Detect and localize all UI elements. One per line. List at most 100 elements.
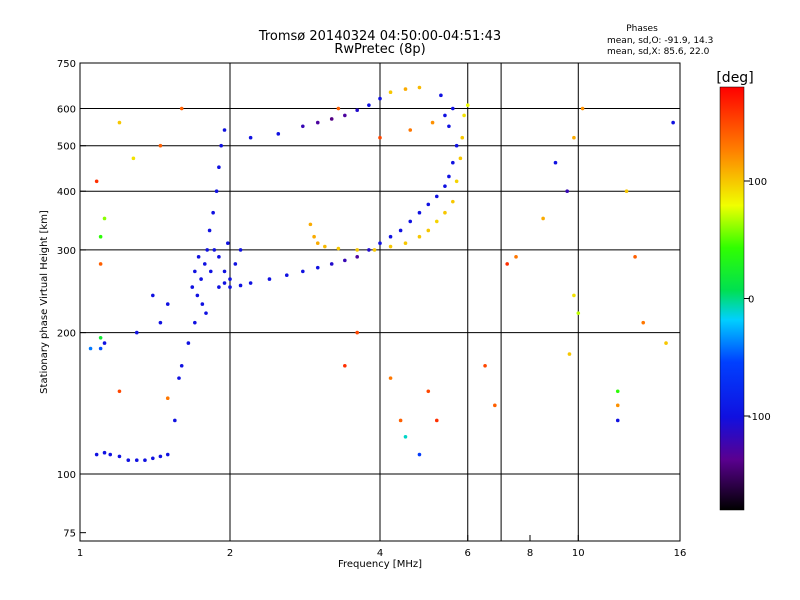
chart-title: Tromsø 20140324 04:50:00-04:51:43 <box>258 29 501 44</box>
data-point <box>664 341 668 345</box>
chart-subtitle: RwPretec (8p) <box>334 42 425 57</box>
data-point <box>102 216 107 221</box>
data-point <box>483 363 487 368</box>
data-point <box>315 120 320 125</box>
grid-layer <box>80 63 680 541</box>
data-point <box>408 219 413 224</box>
data-point <box>493 403 497 408</box>
y-axis-label: Stationary phase Virtual Height [km] <box>39 210 50 394</box>
x-tick-label: 2 <box>227 548 233 559</box>
data-point <box>465 103 470 107</box>
y-tick-label: 600 <box>57 105 76 116</box>
data-point <box>443 184 447 188</box>
data-point <box>131 156 136 161</box>
y-tick-label: 500 <box>57 142 76 153</box>
data-point <box>641 320 646 325</box>
data-point <box>417 210 422 215</box>
data-point <box>624 189 629 194</box>
data-point <box>151 293 155 298</box>
data-point <box>308 222 313 227</box>
data-point <box>222 128 227 132</box>
data-point <box>403 87 408 91</box>
data-point <box>134 330 139 335</box>
data-point <box>214 189 219 194</box>
data-point <box>222 269 227 274</box>
data-point <box>514 255 518 259</box>
data-point <box>553 160 558 165</box>
data-point <box>434 219 439 224</box>
data-point <box>443 210 447 215</box>
data-point <box>426 389 431 394</box>
data-point <box>615 418 620 423</box>
data-point <box>228 277 232 281</box>
data-point <box>200 302 205 306</box>
data-point <box>226 241 230 246</box>
data-point <box>102 341 107 345</box>
data-point <box>212 248 217 252</box>
data-point <box>108 452 113 457</box>
colorbar-tick-label: 0 <box>748 295 754 306</box>
x-tick-label: 4 <box>377 548 383 559</box>
data-point <box>505 262 509 266</box>
data-point <box>248 281 253 285</box>
data-point <box>238 248 243 252</box>
data-point <box>222 281 227 285</box>
data-point <box>372 248 377 252</box>
y-tick-label: 400 <box>57 187 76 198</box>
data-point <box>460 135 465 140</box>
colorbar-tick-label: -100 <box>748 412 771 423</box>
data-point <box>98 262 103 266</box>
data-point <box>193 320 197 325</box>
data-point <box>671 120 675 125</box>
y-tick-label: 200 <box>57 329 76 340</box>
data-point <box>439 93 443 98</box>
data-point <box>196 255 201 259</box>
data-point <box>134 458 139 462</box>
data-point <box>572 135 576 140</box>
data-point <box>202 262 207 266</box>
colorbar <box>719 86 745 511</box>
data-point <box>207 228 212 233</box>
data-point <box>398 418 403 423</box>
data-point <box>117 120 122 125</box>
data-point <box>576 311 581 315</box>
data-point <box>403 435 408 439</box>
data-point <box>388 244 393 249</box>
data-point <box>217 255 221 259</box>
data-point <box>219 143 223 148</box>
y-tick-label: 100 <box>57 470 76 481</box>
data-point <box>190 285 195 289</box>
data-point <box>315 241 320 246</box>
data-point <box>179 106 184 111</box>
data-point <box>615 403 620 408</box>
data-point <box>205 248 209 252</box>
data-point <box>186 341 191 345</box>
x-tick-label: 16 <box>674 548 687 559</box>
data-point <box>355 108 359 113</box>
data-point <box>426 202 431 207</box>
data-point <box>301 124 305 129</box>
data-point <box>267 277 272 281</box>
data-point <box>165 452 170 457</box>
data-point <box>315 265 320 270</box>
data-point <box>336 106 341 111</box>
data-point <box>378 96 382 101</box>
data-point <box>165 302 170 306</box>
data-point <box>151 456 155 461</box>
data-point <box>367 248 371 252</box>
data-point <box>173 418 177 423</box>
data-point <box>312 234 316 239</box>
data-point <box>117 454 122 459</box>
legend-line-o: mean, sd,O: -91.9, 14.3 <box>607 36 713 46</box>
colorbar-ticks: -100 0 100 <box>744 177 771 423</box>
data-point <box>238 283 243 288</box>
data-point <box>398 228 403 233</box>
data-point <box>355 255 359 259</box>
data-point <box>102 450 107 455</box>
data-point <box>430 120 435 125</box>
data-point <box>177 376 181 380</box>
data-point <box>378 135 382 140</box>
data-point <box>217 285 221 289</box>
data-point <box>633 255 637 259</box>
data-point <box>94 452 99 457</box>
